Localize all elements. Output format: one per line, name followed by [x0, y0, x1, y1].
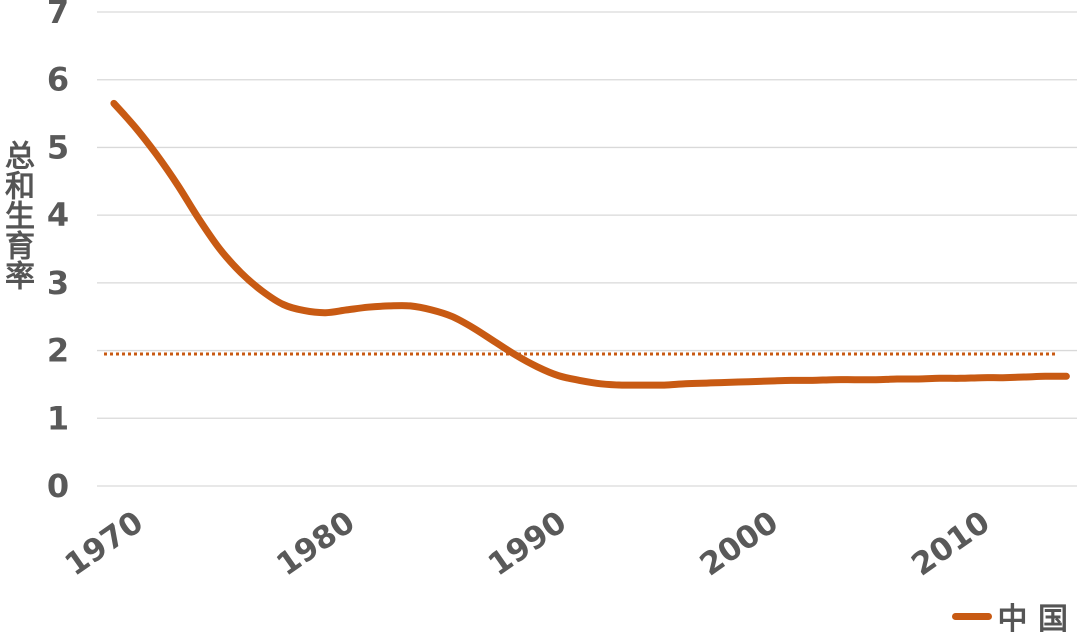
- x-tick-label: 1970: [59, 504, 150, 583]
- series-line-china: [110, 99, 1070, 389]
- grid-lines: [97, 11, 1077, 487]
- x-tick-label: 1980: [270, 504, 361, 583]
- y-tick-label: 7: [47, 0, 69, 31]
- legend-swatch: [951, 612, 992, 620]
- y-axis-ticks: 0 1 2 3 4 5 6 7: [47, 0, 69, 505]
- y-tick-label: 2: [47, 332, 69, 370]
- legend: 中 国: [951, 594, 1068, 638]
- x-axis-ticks: 1970 1980 1990 2000 2010: [59, 504, 997, 583]
- legend-label: 中 国: [997, 602, 1068, 637]
- y-tick-label: 5: [47, 128, 69, 166]
- y-tick-label: 0: [47, 467, 69, 505]
- series-group: [110, 99, 1070, 389]
- x-tick-label: 1990: [482, 504, 573, 583]
- y-tick-label: 3: [47, 264, 69, 302]
- x-tick-label: 2010: [905, 504, 996, 583]
- x-tick-label: 2000: [694, 504, 785, 583]
- y-tick-label: 6: [47, 61, 69, 99]
- y-axis-label: 总和生育率: [0, 140, 34, 290]
- y-tick-label: 4: [47, 196, 69, 234]
- y-tick-label: 1: [47, 399, 69, 437]
